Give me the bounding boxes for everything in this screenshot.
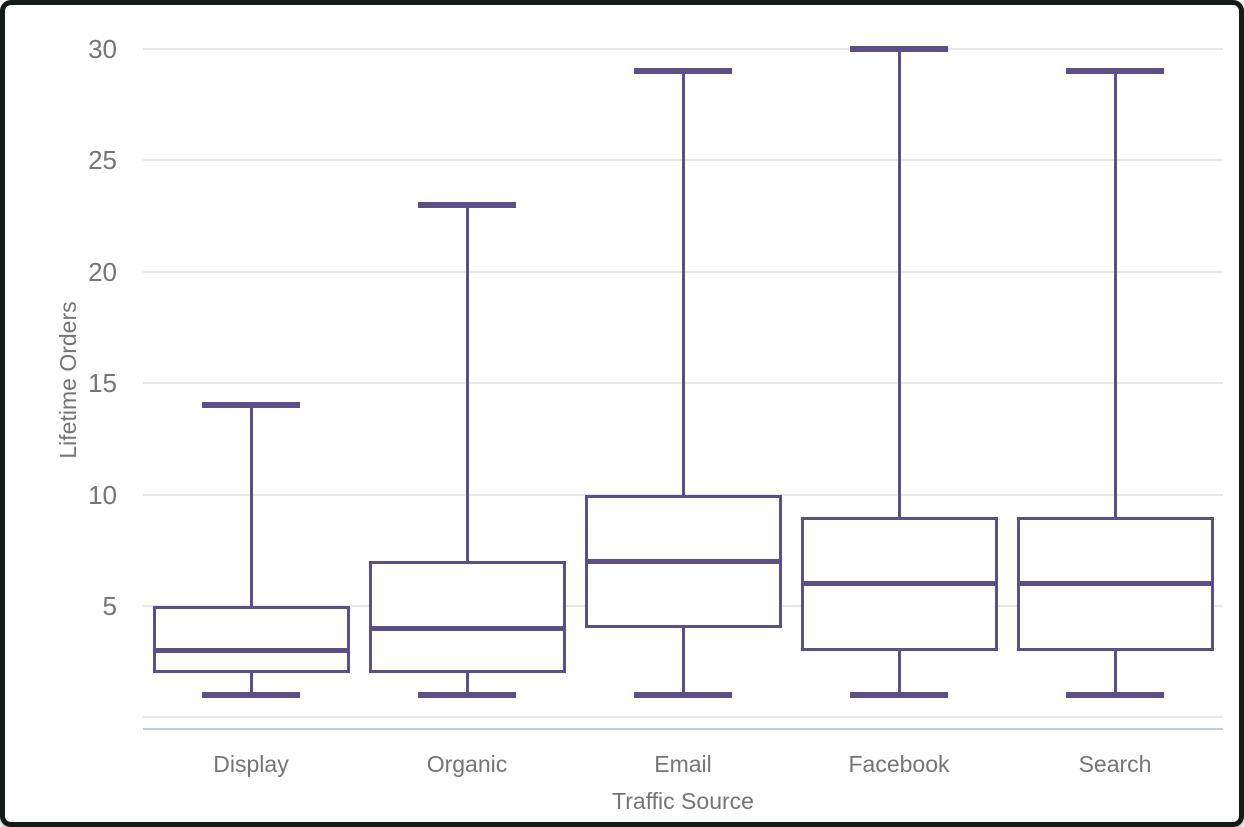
whisker-lower-cap-organic	[418, 692, 516, 699]
whisker-lower-stem-facebook	[897, 650, 901, 696]
y-tick-label: 20	[88, 256, 117, 287]
whisker-upper-stem-search	[1113, 71, 1117, 517]
x-axis-line	[143, 728, 1223, 730]
y-gridline	[143, 48, 1223, 50]
x-tick-label-email: Email	[654, 751, 712, 777]
median-facebook	[800, 581, 998, 587]
whisker-lower-stem-email	[681, 628, 685, 696]
y-tick-label: 25	[88, 145, 117, 176]
box-display	[152, 606, 350, 673]
boxplot-chart: Lifetime Orders Traffic Source 5 10 15 20 25…	[5, 5, 1239, 822]
whisker-lower-stem-organic	[465, 672, 469, 696]
whisker-upper-cap-email	[634, 68, 732, 75]
median-display	[152, 648, 350, 654]
y-tick-label: 30	[88, 34, 117, 64]
box-organic	[368, 561, 566, 673]
y-tick-label: 15	[88, 368, 117, 399]
y-gridline	[143, 716, 1223, 719]
x-tick-label-organic: Organic	[426, 751, 508, 777]
median-organic	[368, 625, 566, 631]
whisker-lower-cap-search	[1066, 692, 1164, 699]
whisker-upper-cap-organic	[418, 201, 516, 208]
whisker-lower-cap-facebook	[850, 692, 948, 699]
x-tick-label-search: Search	[1078, 751, 1152, 777]
whisker-lower-cap-email	[634, 692, 732, 699]
y-tick-label: 10	[88, 479, 117, 510]
whisker-upper-cap-display	[202, 402, 300, 409]
whisker-lower-stem-display	[249, 672, 253, 696]
whisker-lower-stem-search	[1113, 650, 1117, 696]
whisker-upper-stem-facebook	[897, 49, 901, 517]
whisker-upper-cap-facebook	[850, 46, 948, 52]
whisker-upper-stem-organic	[465, 204, 469, 562]
x-tick-label-display: Display	[213, 751, 289, 777]
whisker-upper-stem-display	[249, 405, 253, 606]
x-axis-title: Traffic Source	[612, 788, 754, 814]
x-tick-label-facebook: Facebook	[848, 751, 950, 777]
median-search	[1016, 581, 1214, 587]
y-tick-label: 5	[102, 591, 117, 621]
whisker-upper-cap-search	[1066, 68, 1164, 75]
whisker-lower-cap-display	[202, 692, 300, 699]
whisker-upper-stem-email	[681, 71, 685, 495]
median-email	[584, 558, 782, 564]
